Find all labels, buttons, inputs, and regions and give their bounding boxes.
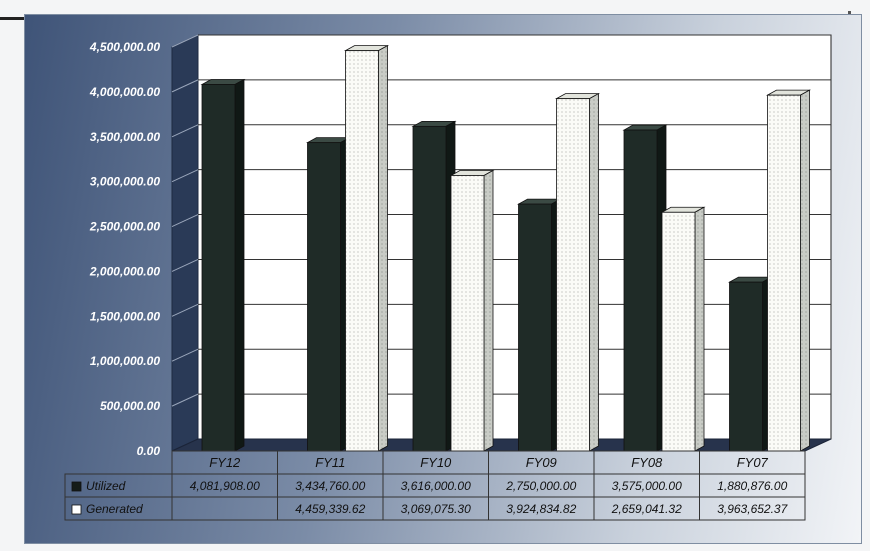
plot-side-wall xyxy=(171,34,199,452)
legend-swatch-generated xyxy=(71,504,82,515)
x-category-label: FY12 xyxy=(209,455,241,470)
x-category-label: FY11 xyxy=(315,455,345,470)
bar-side xyxy=(589,92,599,452)
data-label: 4,081,908.00 xyxy=(190,479,260,493)
gridline-side xyxy=(171,393,199,407)
y-tick-label: 3,500,000.00 xyxy=(90,130,160,144)
bar-utilized xyxy=(201,84,236,452)
data-label: 3,616,000.00 xyxy=(401,479,471,493)
legend-swatch-utilized xyxy=(71,481,82,492)
y-tick-label: 2,500,000.00 xyxy=(89,220,160,234)
bar-generated xyxy=(345,50,379,452)
bar-utilized xyxy=(623,129,658,452)
y-tick-label: 1,500,000.00 xyxy=(90,309,160,323)
legend-label: Utilized xyxy=(86,479,126,493)
legend-label: Generated xyxy=(86,502,143,516)
data-label: 3,924,834.82 xyxy=(506,502,576,516)
bar-generated xyxy=(767,94,801,452)
data-label: 3,434,760.00 xyxy=(295,479,365,493)
chart-frame: 0.00 500,000.00 1,000,000.00 1,500,000.00 2,… xyxy=(24,14,862,544)
x-category-label: FY10 xyxy=(420,455,452,470)
gridline-side xyxy=(171,303,199,317)
data-label: 3,575,000.00 xyxy=(612,479,682,493)
data-label: 2,659,041.32 xyxy=(611,502,682,516)
gridline-side xyxy=(171,214,199,228)
data-label: 4,459,339.62 xyxy=(295,502,365,516)
x-category-label: FY08 xyxy=(631,455,663,470)
data-label: 3,069,075.30 xyxy=(401,502,471,516)
bar-side xyxy=(694,206,705,452)
chart: 0.00 500,000.00 1,000,000.00 1,500,000.00 2,… xyxy=(64,34,832,521)
y-tick-label: 1,000,000.00 xyxy=(90,354,160,368)
y-tick-label: 3,000,000.00 xyxy=(90,175,160,189)
gridline-side xyxy=(171,348,199,362)
gridline-side xyxy=(171,79,199,93)
y-tick-label: 4,000,000.00 xyxy=(89,85,160,99)
y-tick-label: 0.00 xyxy=(137,444,161,458)
gridline-side xyxy=(171,34,199,48)
data-label: 2,750,000.00 xyxy=(505,479,576,493)
y-tick-label: 4,500,000.00 xyxy=(89,40,160,54)
data-label: 1,880,876.00 xyxy=(717,479,787,493)
gridline-side xyxy=(171,258,199,272)
crop-mark-left xyxy=(0,17,30,20)
y-tick-label: 500,000.00 xyxy=(100,399,160,413)
gridline-side xyxy=(171,124,199,138)
bar-generated xyxy=(450,175,485,452)
data-label: 3,963,652.37 xyxy=(717,502,788,516)
bar-utilized xyxy=(729,281,763,452)
bar-generated xyxy=(556,98,590,452)
plot-back-wall xyxy=(197,34,832,440)
bar-utilized xyxy=(518,203,552,452)
x-category-label: FY07 xyxy=(737,455,769,470)
bar-side xyxy=(378,44,388,452)
bar-side xyxy=(800,89,810,452)
bar-utilized xyxy=(307,142,341,452)
bar-side xyxy=(483,169,494,452)
bar-generated xyxy=(661,211,696,452)
bar-side xyxy=(234,78,245,452)
y-tick-label: 2,000,000.00 xyxy=(89,264,160,278)
x-category-label: FY09 xyxy=(526,455,557,470)
gridline-side xyxy=(171,169,199,183)
bar-utilized xyxy=(412,125,447,452)
